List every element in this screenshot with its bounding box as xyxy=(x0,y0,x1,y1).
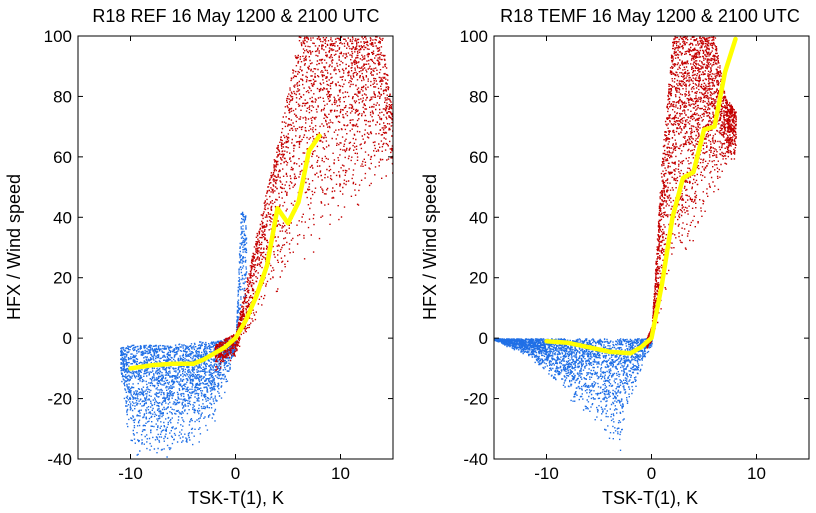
axes-frame xyxy=(77,35,394,460)
scatter-series xyxy=(214,36,393,371)
scatter-point-cloud xyxy=(120,211,248,458)
scatter-series xyxy=(646,36,737,349)
y-axis-label: HFX / Wind speed xyxy=(4,174,24,320)
y-tick-label: 0 xyxy=(63,329,72,348)
y-tick-label: 100 xyxy=(460,27,488,46)
axes-frame xyxy=(493,35,810,460)
plot-temf: R18 TEMF 16 May 1200 & 2100 UTC TSK-T(1)… xyxy=(420,6,810,508)
x-tick-label: 10 xyxy=(331,464,350,483)
y-tick-label: 0 xyxy=(479,329,488,348)
x-tick-label: -10 xyxy=(534,464,559,483)
y-axis-label: HFX / Wind speed xyxy=(420,174,440,320)
x-tick-label: -10 xyxy=(118,464,143,483)
plot-title: R18 TEMF 16 May 1200 & 2100 UTC xyxy=(500,6,800,26)
y-tick-label: 100 xyxy=(44,27,72,46)
y-tick-label: -40 xyxy=(47,450,72,469)
y-tick-label: 40 xyxy=(53,208,72,227)
x-tick-label: 0 xyxy=(647,464,656,483)
y-tick-label: 80 xyxy=(53,87,72,106)
x-axis-label: TSK-T(1), K xyxy=(188,488,284,508)
x-tick-label: 10 xyxy=(747,464,766,483)
y-tick-label: 20 xyxy=(469,269,488,288)
plot-area xyxy=(494,36,738,451)
y-tick-label: -20 xyxy=(47,390,72,409)
scatter-series xyxy=(120,211,248,458)
y-tick-label: -20 xyxy=(463,390,488,409)
y-tick-label: 80 xyxy=(469,87,488,106)
y-tick-label: 60 xyxy=(469,148,488,167)
mean-line xyxy=(544,36,738,356)
scatter-point-cloud xyxy=(494,338,653,451)
y-tick-label: 40 xyxy=(469,208,488,227)
mean-line xyxy=(128,133,322,371)
plot-area xyxy=(120,36,393,458)
scatter-point-cloud xyxy=(646,36,737,349)
y-tick-label: -40 xyxy=(463,450,488,469)
x-tick-label: 0 xyxy=(231,464,240,483)
y-tick-label: 20 xyxy=(53,269,72,288)
plot-title: R18 REF 16 May 1200 & 2100 UTC xyxy=(92,6,379,26)
plot-ref: R18 REF 16 May 1200 & 2100 UTC TSK-T(1),… xyxy=(4,6,394,508)
y-tick-label: 60 xyxy=(53,148,72,167)
scatter-series xyxy=(494,338,653,451)
scatter-point-cloud xyxy=(214,36,393,371)
x-axis-label: TSK-T(1), K xyxy=(602,488,698,508)
